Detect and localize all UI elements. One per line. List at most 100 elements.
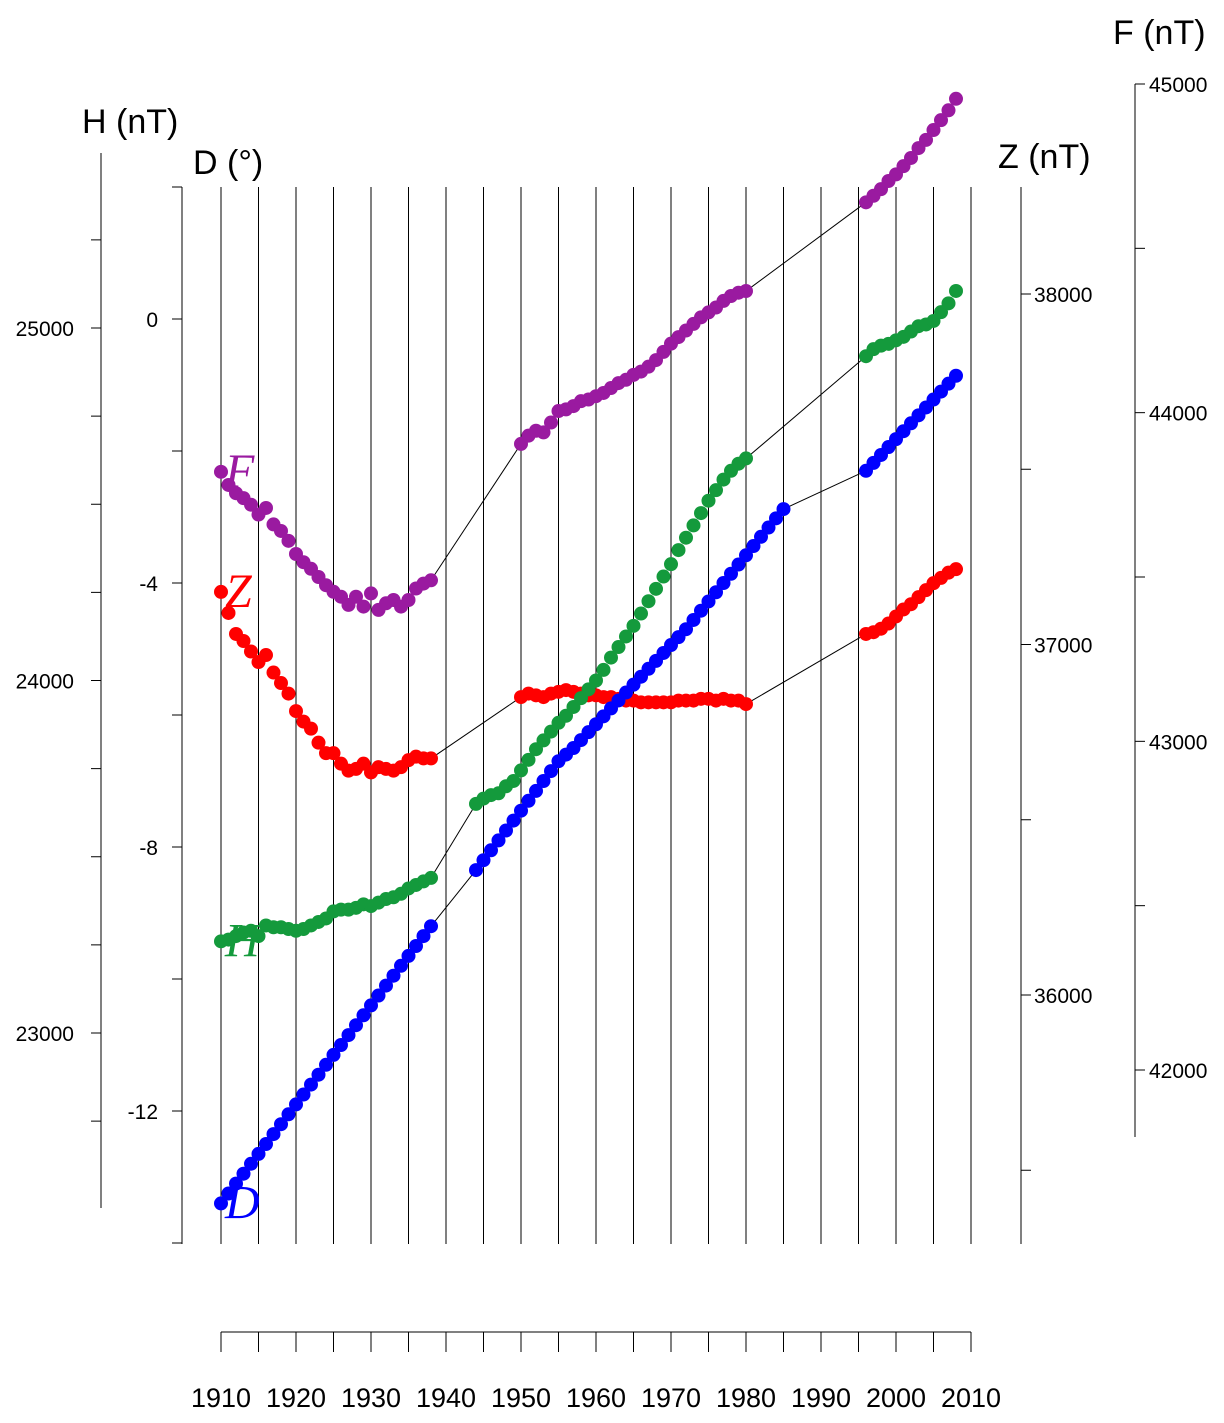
gap-connector-z: [430, 696, 522, 759]
data-point-f: [536, 425, 551, 440]
data-point-z: [949, 562, 963, 577]
curve-label-h: H: [224, 914, 262, 967]
data-point-z: [244, 644, 258, 659]
data-point-z: [281, 686, 296, 701]
data-point-d: [409, 939, 423, 953]
curve-label-f: F: [224, 445, 255, 498]
data-point-h: [679, 530, 693, 545]
data-point-d: [214, 1196, 228, 1211]
data-point-d: [499, 823, 513, 838]
data-point-h: [626, 618, 641, 633]
curve-labels: F Z H D: [224, 445, 262, 1230]
data-point-z: [311, 735, 326, 750]
gap-connector-h: [745, 355, 867, 459]
data-point-f: [904, 150, 918, 165]
data-point-f: [244, 497, 258, 512]
x-tick-label: 1930: [341, 1383, 401, 1413]
z-tick-label: 36000: [1034, 985, 1092, 1008]
data-point-f: [544, 415, 558, 430]
data-point-h: [424, 870, 438, 885]
data-point-h: [604, 650, 618, 665]
data-point-d: [424, 919, 438, 934]
data-point-d: [319, 1057, 333, 1072]
data-series: [214, 91, 963, 1211]
data-point-z: [424, 751, 438, 766]
x-tick-label: 2010: [941, 1383, 1001, 1413]
curve-label-z: Z: [225, 565, 253, 618]
data-point-d: [484, 843, 498, 858]
data-point-f: [424, 573, 438, 588]
data-point-d: [529, 783, 543, 798]
h-tick-label: 23000: [16, 1023, 74, 1046]
data-point-d: [386, 968, 401, 983]
data-point-f: [214, 464, 228, 479]
data-point-h: [514, 763, 528, 778]
series-d: [214, 368, 963, 1211]
data-point-z: [274, 676, 288, 691]
data-point-f: [949, 91, 963, 106]
curve-label-d: D: [224, 1176, 260, 1229]
data-point-h: [941, 296, 956, 311]
data-point-h: [701, 493, 716, 508]
data-point-d: [506, 813, 521, 828]
d-tick-label: -4: [139, 573, 158, 596]
data-point-z: [326, 746, 341, 761]
data-point-h: [709, 483, 723, 498]
x-tick-label: 1980: [716, 1383, 776, 1413]
data-point-d: [326, 1047, 341, 1062]
d-tick-label: 0: [146, 309, 158, 332]
data-point-f: [281, 533, 296, 548]
x-tick-label: 1920: [266, 1383, 326, 1413]
data-point-h: [506, 773, 521, 788]
data-point-d: [289, 1097, 303, 1112]
data-point-z: [739, 697, 753, 712]
data-point-d: [491, 833, 506, 848]
series-f: [214, 91, 963, 617]
data-point-d: [259, 1137, 273, 1151]
data-point-h: [664, 557, 678, 572]
x-tick-label: 1910: [191, 1383, 251, 1413]
gap-connector-d: [783, 470, 867, 510]
data-point-h: [521, 752, 536, 767]
z-tick-label: 38000: [1034, 284, 1092, 307]
data-point-d: [521, 793, 536, 808]
d-tick-label: -12: [128, 1101, 158, 1124]
data-point-d: [304, 1077, 318, 1092]
data-point-d: [334, 1038, 348, 1052]
gap-connector-f: [745, 201, 867, 292]
data-point-h: [589, 673, 603, 688]
data-point-d: [274, 1117, 288, 1132]
series-z: [214, 562, 963, 780]
data-point-d: [311, 1067, 326, 1082]
data-point-h: [641, 594, 656, 609]
d-tick-label: -8: [139, 837, 158, 860]
data-point-d: [356, 1008, 371, 1023]
data-point-f: [356, 599, 371, 614]
series-h: [214, 283, 963, 949]
data-point-f: [259, 500, 273, 515]
x-tick-label: 1940: [416, 1383, 476, 1413]
data-point-h: [949, 283, 963, 298]
data-point-d: [349, 1018, 363, 1033]
data-point-z: [259, 648, 273, 663]
data-point-d: [379, 978, 393, 993]
data-point-f: [401, 593, 416, 608]
gap-connector-d: [430, 869, 477, 927]
data-point-z: [304, 721, 318, 736]
x-tick-label: 1990: [791, 1383, 851, 1413]
data-point-z: [236, 633, 251, 648]
data-point-d: [371, 988, 386, 1003]
x-tick-label: 1960: [566, 1383, 626, 1413]
h-axis-title: H (nT): [82, 103, 178, 141]
data-point-d: [416, 929, 431, 944]
data-point-d: [221, 1186, 236, 1201]
data-point-d: [236, 1166, 251, 1181]
data-point-d: [536, 774, 551, 788]
x-tick-label: 1970: [641, 1383, 701, 1413]
f-axis-title: F (nT): [1113, 14, 1206, 52]
data-point-h: [686, 518, 701, 533]
data-point-h: [694, 506, 708, 521]
data-point-f: [739, 284, 753, 299]
data-point-f: [274, 523, 288, 538]
data-point-d: [401, 948, 416, 963]
